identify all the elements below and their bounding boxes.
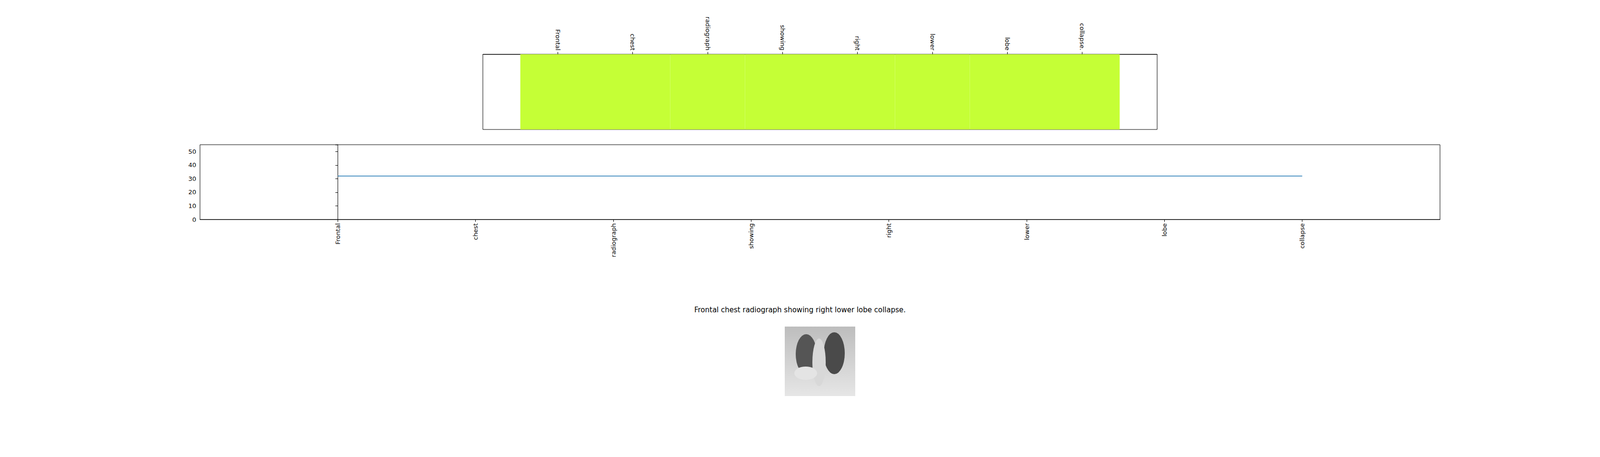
svg-text:radiograph: radiograph [704, 16, 712, 51]
svg-text:right: right [853, 35, 861, 51]
svg-text:collapse: collapse [1298, 223, 1306, 249]
svg-text:30: 30 [188, 175, 197, 183]
svg-text:50: 50 [188, 148, 197, 156]
svg-text:showing: showing [747, 223, 755, 250]
svg-text:20: 20 [188, 188, 197, 196]
svg-text:radiograph: radiograph [610, 223, 618, 258]
svg-text:right: right [885, 223, 893, 239]
svg-text:chest: chest [629, 33, 637, 51]
svg-text:Frontal: Frontal [334, 223, 342, 245]
svg-text:lobe: lobe [1160, 223, 1169, 237]
svg-text:40: 40 [188, 161, 197, 169]
svg-text:showing: showing [779, 24, 787, 51]
svg-text:chest: chest [471, 223, 480, 240]
svg-text:0: 0 [192, 216, 197, 224]
svg-text:10: 10 [188, 202, 197, 210]
svg-text:lobe: lobe [1003, 37, 1011, 51]
svg-text:lower: lower [929, 33, 937, 51]
svg-text:lower: lower [1023, 222, 1031, 240]
html-text:Frontal chest radiograph showi: Frontal chest radiograph showing right l… [694, 305, 906, 315]
svg-text:Frontal: Frontal [554, 29, 562, 51]
svg-text:collapse.: collapse. [1078, 23, 1086, 51]
